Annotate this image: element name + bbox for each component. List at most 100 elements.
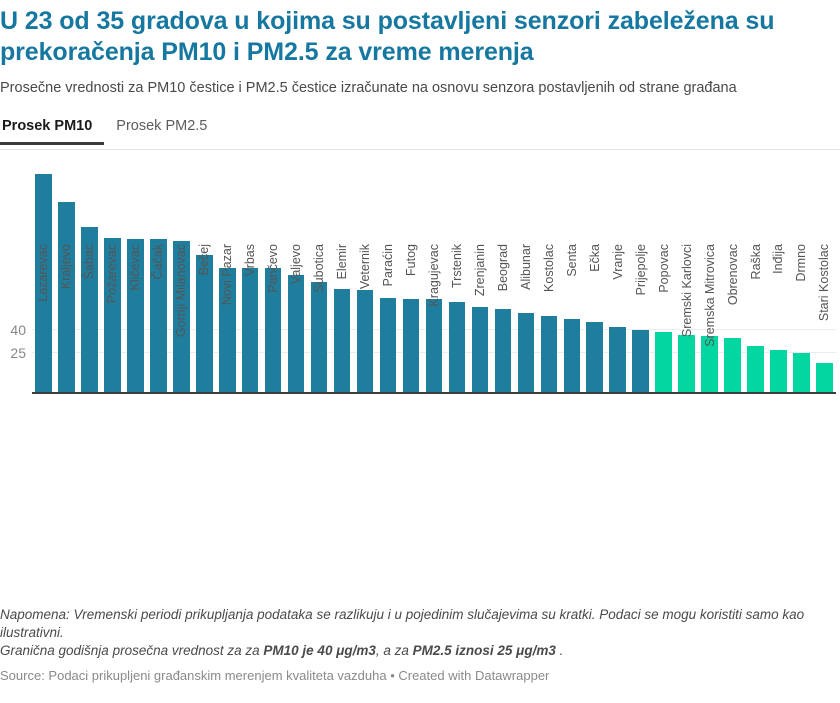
note-line-2: Granična godišnja prosečna vrednost za z… [0,642,834,660]
x-axis-label: Alibunar [518,244,533,290]
x-axis-label: Požarevac [105,244,120,304]
bar-slot [331,168,354,392]
bar-series [32,168,836,392]
bar[interactable] [494,308,512,392]
bar[interactable] [655,331,672,392]
note-line-2-mid: , a za [375,643,413,658]
bar-slot [813,168,836,392]
x-label-slot: Kostolac [537,242,560,362]
bar-chart-plot: 40 25 [0,168,840,394]
x-label-slot: Lazarevac [32,242,55,362]
x-axis-label: Čačak [151,244,166,280]
tab-bar: Prosek PM10 Prosek PM2.5 [0,116,840,150]
bar-slot [101,168,124,392]
x-axis-label: Beograd [495,244,510,292]
x-label-slot: Zrenjanin [468,242,491,362]
x-axis-label: Obrenovac [725,244,740,306]
bar[interactable] [678,334,695,392]
x-axis-label: Raška [748,244,763,280]
bar-slot [193,168,216,392]
bar[interactable] [287,274,305,392]
note-pm10-threshold: PM10 je 40 μg/m3 [263,643,376,658]
bar[interactable] [517,313,535,392]
x-label-slot: Pančevo [262,242,285,362]
bar[interactable] [196,254,213,392]
bar-slot [514,168,537,392]
x-axis-label: Lazarevac [36,244,51,302]
x-label-slot: Stari Kostolac [813,242,836,362]
bar[interactable] [127,239,144,392]
x-axis-label: Ečka [587,244,602,272]
x-axis-label: Kraljevo [59,244,74,290]
x-label-slot: Vrbas [239,242,262,362]
bar-slot [491,168,514,392]
x-axis-label: Futog [403,244,418,276]
note-pm25-threshold: PM2.5 iznosi 25 μg/m3 [412,643,556,658]
bar-slot [583,168,606,392]
x-label-slot: Trstenik [445,242,468,362]
bar[interactable] [448,302,466,392]
bar[interactable] [540,316,558,392]
x-axis-label: Vranje [610,244,625,280]
bar[interactable] [724,337,741,392]
bar[interactable] [609,327,626,392]
bar[interactable] [310,282,328,392]
bar[interactable] [770,350,787,392]
bar[interactable] [241,268,259,392]
bar[interactable] [402,299,420,392]
bar[interactable] [701,336,718,392]
page-title: U 23 od 35 gradova u kojima su postavlje… [0,7,775,66]
bar[interactable] [264,268,282,392]
bar[interactable] [471,307,489,392]
bar-slot [652,168,675,392]
tab-prosek-pm10[interactable]: Prosek PM10 [0,116,105,145]
bar[interactable] [747,345,764,392]
x-axis-label: Prijepolje [633,244,648,296]
x-axis-label: Subotica [311,244,326,293]
bar-slot [285,168,308,392]
bar[interactable] [58,202,75,392]
x-label-slot: Subotica [308,242,331,362]
bar[interactable] [793,353,810,392]
bar[interactable] [632,330,649,392]
bar-slot [78,168,101,392]
tab-prosek-pm25[interactable]: Prosek PM2.5 [116,118,208,134]
x-label-slot: Futog [400,242,423,362]
bar[interactable] [563,319,581,392]
x-axis-label: Zrenjanin [472,244,487,297]
page-subtitle: Prosečne vrednosti za PM10 čestice i PM2… [0,80,737,96]
x-label-slot: Sremska Mitrovica [698,242,721,362]
bar[interactable] [173,240,190,392]
x-axis-label: Šabac [82,244,97,280]
bar[interactable] [333,288,351,392]
bar-slot [308,168,331,392]
x-label-slot: Kraljevo [55,242,78,362]
x-axis-label: Drmno [794,244,809,282]
bar-slot [629,168,652,392]
bar[interactable] [218,268,236,392]
x-label-slot: Bečej [193,242,216,362]
bar-slot [262,168,285,392]
bar[interactable] [356,290,374,392]
x-axis-labels: Lazarevac Kraljevo Šabac Požarevac Kličevac Č… [32,242,836,362]
x-axis-label: Veternik [357,244,372,290]
bar[interactable] [586,322,603,392]
x-label-slot: Alibunar [514,242,537,362]
bar-slot [744,168,767,392]
bar[interactable] [35,174,52,392]
x-label-slot: Sremski Karlovci [675,242,698,362]
x-label-slot: Drmno [790,242,813,362]
y-axis-tick-label: 25 [10,344,26,361]
bar-slot [124,168,147,392]
x-label-slot: Valjevo [285,242,308,362]
bar[interactable] [425,299,443,392]
bar[interactable] [379,297,397,392]
bar-slot [606,168,629,392]
x-label-slot: Raška [744,242,767,362]
note-line-2-post: . [555,643,564,658]
bar-slot [32,168,55,392]
bar[interactable] [104,237,121,392]
bar[interactable] [150,239,167,392]
bar[interactable] [816,362,833,392]
bar[interactable] [81,226,98,392]
